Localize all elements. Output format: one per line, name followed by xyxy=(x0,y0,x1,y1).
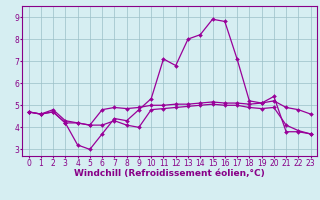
X-axis label: Windchill (Refroidissement éolien,°C): Windchill (Refroidissement éolien,°C) xyxy=(74,169,265,178)
